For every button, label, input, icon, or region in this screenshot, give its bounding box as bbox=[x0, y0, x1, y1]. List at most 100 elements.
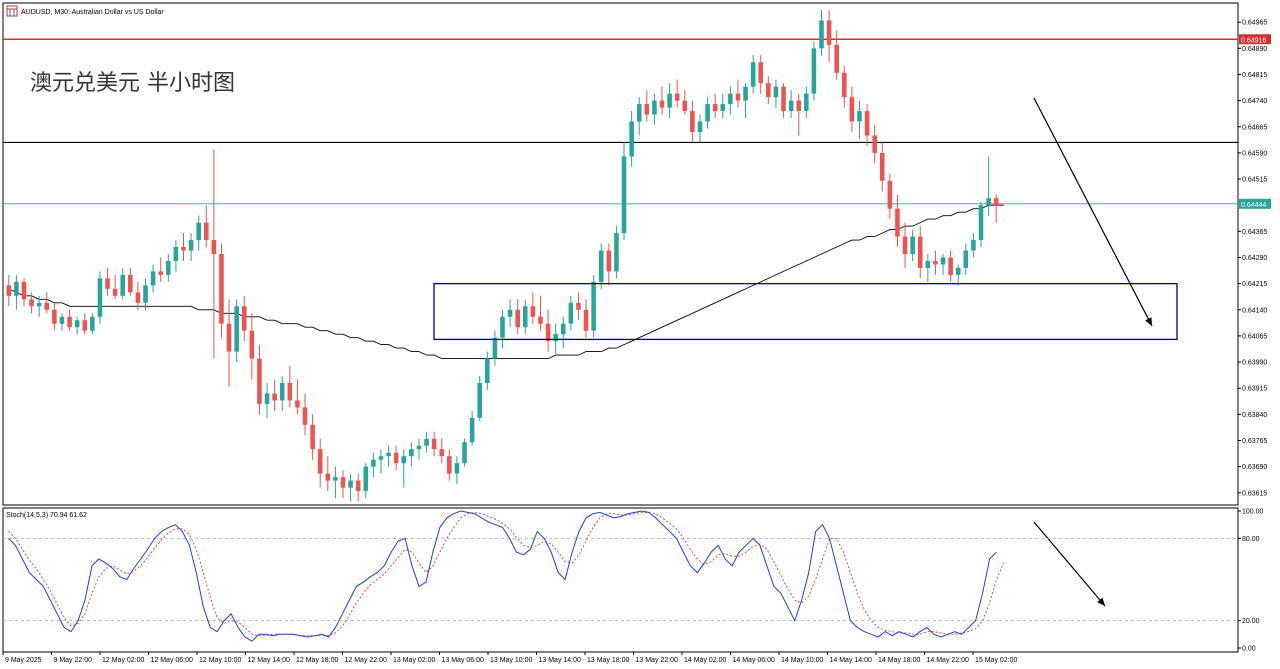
time-tick-label: 12 May 18:00 bbox=[296, 657, 339, 664]
range-box bbox=[433, 282, 1178, 341]
stoch-lines bbox=[8, 510, 1004, 642]
bull-candle bbox=[485, 358, 490, 383]
bull-candle bbox=[279, 382, 285, 401]
bear-candle bbox=[902, 236, 908, 254]
bull-candle bbox=[492, 337, 498, 359]
bull-candle bbox=[804, 93, 809, 112]
bear-candle bbox=[447, 456, 452, 474]
bull-candle bbox=[614, 233, 619, 272]
bear-candle bbox=[112, 288, 118, 296]
bull-candle bbox=[188, 240, 194, 251]
moving-average bbox=[8, 204, 1004, 360]
bull-candle bbox=[507, 309, 513, 317]
bear-candle bbox=[758, 62, 764, 84]
time-tick-label: 13 May 14:00 bbox=[539, 657, 582, 664]
price-tick-label: 0.63615 bbox=[1242, 490, 1267, 497]
bull-candle bbox=[971, 240, 976, 251]
price-tick-label: 0.64665 bbox=[1242, 124, 1267, 131]
bull-candle bbox=[910, 236, 915, 254]
bear-candle bbox=[712, 104, 718, 112]
bull-candle bbox=[14, 281, 19, 296]
resistance-price-tag bbox=[1239, 34, 1271, 45]
bull-candle bbox=[97, 278, 103, 317]
level-lines: 0.64916 0.64444 bbox=[3, 34, 1271, 209]
time-tick-label: 14 May 10:00 bbox=[781, 657, 824, 664]
bear-candle bbox=[295, 400, 300, 408]
bear-candle bbox=[887, 180, 893, 209]
bull-candle bbox=[652, 100, 657, 115]
stoch-indicator-label: Stoch(14,5,3) 70.94 61.62 bbox=[6, 512, 87, 519]
bear-candle bbox=[834, 44, 839, 73]
bull-candle bbox=[166, 260, 171, 275]
time-tick-label: 14 May 14:00 bbox=[830, 657, 873, 664]
bear-candle bbox=[530, 306, 536, 317]
stoch-signal-line bbox=[8, 511, 1004, 637]
time-tick-label: 12 May 10:00 bbox=[199, 657, 242, 664]
bull-candle bbox=[728, 93, 733, 105]
bear-candle bbox=[948, 257, 953, 275]
price-tick-label: 0.64215 bbox=[1242, 281, 1267, 288]
bear-candle bbox=[355, 480, 361, 492]
price-tick-label: 0.64140 bbox=[1242, 307, 1267, 314]
bear-candle bbox=[325, 473, 331, 481]
bear-candle bbox=[644, 104, 650, 115]
bear-candle bbox=[257, 358, 262, 404]
bear-candle bbox=[515, 309, 520, 328]
bull-candle bbox=[424, 438, 429, 446]
bull-candle bbox=[234, 306, 239, 352]
bull-candle bbox=[621, 156, 627, 234]
bear-candle bbox=[933, 260, 938, 265]
bull-candle bbox=[940, 257, 946, 265]
bear-candle bbox=[226, 323, 232, 352]
bull-candle bbox=[143, 285, 148, 303]
time-tick-label: 13 May 06:00 bbox=[442, 657, 485, 664]
bear-candle bbox=[842, 72, 847, 98]
bull-candle bbox=[371, 459, 376, 467]
bear-candle bbox=[340, 477, 346, 488]
bull-candle bbox=[773, 86, 779, 98]
price-tick-label: 0.63690 bbox=[1242, 464, 1267, 471]
bull-candle bbox=[36, 302, 42, 307]
bull-candle bbox=[523, 306, 528, 328]
bear-candle bbox=[895, 208, 900, 237]
bear-candle bbox=[317, 449, 323, 474]
bear-candle bbox=[82, 320, 88, 331]
bear-candle bbox=[272, 393, 277, 401]
price-axis: 0.64965 0.64890 0.64815 0.64740 0.64665 0.645… bbox=[1238, 20, 1267, 497]
bear-candle bbox=[135, 292, 141, 303]
bull-candle bbox=[378, 456, 384, 460]
stoch-tick-label: 80.00 bbox=[1242, 536, 1260, 543]
bear-candle bbox=[849, 97, 855, 122]
price-tick-label: 0.63840 bbox=[1242, 412, 1267, 419]
chart-window-icon bbox=[6, 5, 18, 17]
bull-candle bbox=[454, 463, 460, 474]
consolidation-box bbox=[433, 282, 1178, 341]
price-tick-label: 0.64590 bbox=[1242, 150, 1267, 157]
bull-candle bbox=[409, 449, 414, 457]
bear-candle bbox=[204, 222, 209, 241]
bear-candle bbox=[917, 236, 923, 268]
bull-candle bbox=[743, 86, 748, 101]
ma-line bbox=[8, 204, 1004, 360]
bear-candle bbox=[310, 424, 315, 450]
bear-candle bbox=[576, 302, 581, 310]
bear-candle bbox=[181, 247, 186, 251]
time-tick-label: 14 May 02:00 bbox=[684, 657, 727, 664]
bear-candle bbox=[211, 240, 217, 254]
down-arrow-stoch bbox=[1033, 521, 1106, 607]
bear-candle bbox=[287, 382, 293, 401]
time-tick-label: 13 May 02:00 bbox=[393, 657, 436, 664]
bear-candle bbox=[431, 438, 437, 450]
bear-candle bbox=[659, 100, 665, 108]
bull-candle bbox=[386, 452, 391, 457]
price-tick-label: 0.63765 bbox=[1242, 438, 1267, 445]
stoch-axis: 100.00 80.00 20.00 0.00 bbox=[1238, 509, 1264, 653]
bull-candle bbox=[788, 100, 794, 112]
bull-candle bbox=[416, 445, 422, 450]
down-arrow-stoch-head bbox=[1097, 597, 1105, 606]
bear-candle bbox=[826, 20, 832, 45]
bull-candle bbox=[560, 323, 566, 335]
candlesticks bbox=[6, 9, 999, 502]
time-tick-label: 14 May 22:00 bbox=[927, 657, 970, 664]
